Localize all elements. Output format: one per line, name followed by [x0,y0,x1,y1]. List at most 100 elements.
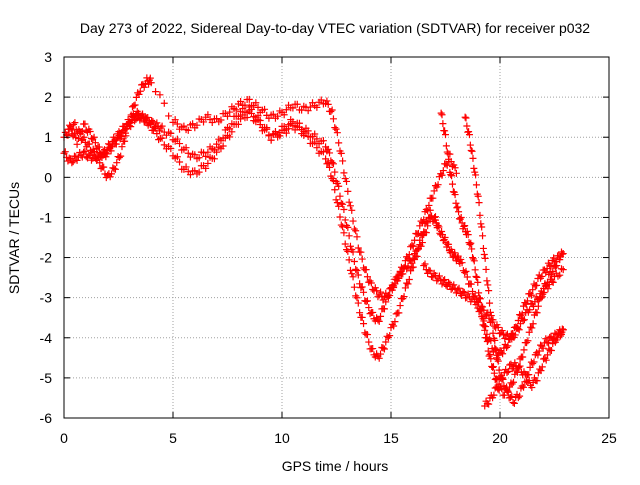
data-point [304,127,312,135]
data-point [313,103,321,111]
data-point [526,306,534,314]
data-point [319,148,327,156]
data-point [452,289,460,297]
data-point [482,334,490,342]
data-point [461,113,469,121]
data-point [497,348,505,356]
data-point [485,400,493,408]
data-point [322,155,330,163]
data-point [401,284,409,292]
data-point [384,291,392,299]
data-point [349,217,357,225]
data-point [543,338,551,346]
data-point [261,105,269,113]
data-point [341,240,349,248]
data-point [533,309,541,317]
data-point [111,165,119,173]
data-point [460,288,468,296]
data-point [369,308,377,316]
data-point [89,135,97,143]
data-point [549,267,557,275]
data-point [466,241,474,249]
data-point [472,171,480,179]
data-point [489,363,497,371]
data-point [476,211,484,219]
data-point [103,150,111,158]
data-point [492,345,500,353]
data-point [490,391,498,399]
data-point [473,273,481,281]
data-point [117,152,125,160]
data-point [176,140,184,148]
data-point [335,182,343,190]
data-point [434,181,442,189]
data-point [411,236,419,244]
data-point [462,267,470,275]
data-point [382,338,390,346]
data-point [435,223,443,231]
data-point [386,332,394,340]
data-layer [60,74,567,410]
data-point [331,186,339,194]
data-point [438,228,446,236]
series-track-2 [60,103,460,325]
data-point [535,347,543,355]
data-point [61,148,69,156]
data-point [345,198,353,206]
data-point [548,277,556,285]
data-point [470,164,478,172]
data-point [182,144,190,152]
data-point [135,90,143,98]
data-point [337,149,345,157]
data-point [413,246,421,254]
data-point [499,350,507,358]
series-track-3 [64,74,434,304]
data-point [276,129,284,137]
data-point [486,299,494,307]
data-point [377,288,385,296]
data-point [349,248,357,256]
data-point [451,164,459,172]
data-point [344,187,352,195]
data-point [335,139,343,147]
data-point [550,254,558,262]
data-point [399,270,407,278]
data-point [146,74,154,82]
data-point [538,293,546,301]
data-point [485,287,493,295]
data-point [155,136,163,144]
data-point [441,234,449,242]
data-point [357,248,365,256]
data-point [486,308,494,316]
data-point [329,160,337,168]
data-point [160,99,168,107]
data-point [438,111,446,119]
data-point [226,125,234,133]
data-point [204,159,212,167]
data-point [429,194,437,202]
data-point [514,394,522,402]
data-point [394,277,402,285]
grid [64,57,609,418]
data-point [503,369,511,377]
series-track-6 [437,109,561,399]
data-point [506,361,514,369]
data-point [191,151,199,159]
data-point [465,131,473,139]
data-point [551,263,559,271]
data-point [481,326,489,334]
data-point [202,152,210,160]
data-point [91,148,99,156]
series-track-1 [60,107,441,362]
data-point [331,168,339,176]
data-point [556,271,564,279]
data-point [123,122,131,130]
data-point [439,276,447,284]
data-point [547,271,555,279]
data-point [126,119,134,127]
data-point [267,136,275,144]
data-point [424,222,432,230]
data-point [424,207,432,215]
data-point [311,130,319,138]
data-point [333,199,341,207]
